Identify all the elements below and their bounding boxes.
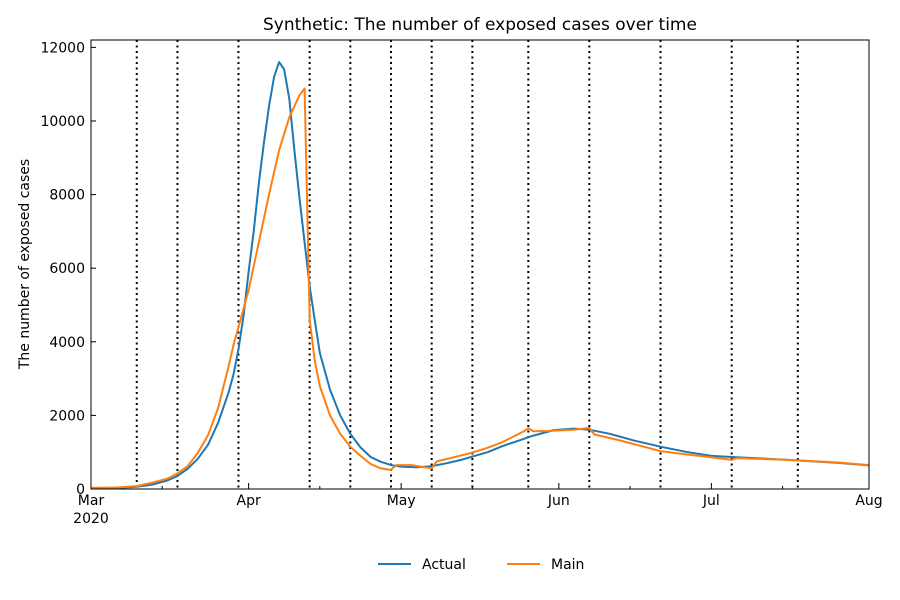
series-lines — [90, 61, 870, 490]
y-tick-label: 4000 — [49, 335, 85, 351]
legend-label-actual: Actual — [422, 557, 466, 573]
legend-label-main: Main — [551, 557, 584, 573]
chart-title: Synthetic: The number of exposed cases o… — [263, 15, 697, 35]
change-point-lines — [135, 40, 799, 489]
series-line-main — [90, 87, 870, 489]
plot-frame — [90, 39, 870, 490]
y-tick-label: 8000 — [49, 188, 85, 204]
x-tick-label: Aug — [855, 493, 882, 509]
x-tick-label: Mar — [78, 493, 105, 509]
x-tick-label: May — [387, 493, 416, 509]
y-axis-label: The number of exposed cases — [17, 159, 33, 370]
y-tick-label: 12000 — [40, 40, 85, 56]
y-tick-label: 2000 — [49, 408, 85, 424]
y-tick-label: 10000 — [40, 114, 85, 130]
legend: Actual Main — [378, 557, 584, 573]
y-tick-label: 6000 — [49, 261, 85, 277]
x-tick-label: Jul — [702, 493, 720, 509]
series-line-actual — [90, 61, 870, 490]
x-tick-year-label: 2020 — [73, 511, 109, 527]
x-tick-label: Apr — [237, 493, 261, 509]
axis-ticks: 0 2000 4000 6000 8000 10000 12000 Mar 2020 Apr May… — [40, 40, 882, 527]
y-tick-label: 0 — [76, 482, 85, 498]
x-tick-label: Jun — [547, 493, 570, 509]
